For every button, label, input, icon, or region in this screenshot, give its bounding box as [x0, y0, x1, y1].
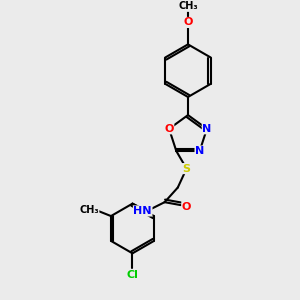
Text: CH₃: CH₃: [79, 205, 99, 215]
Text: CH₃: CH₃: [178, 2, 198, 11]
Text: O: O: [164, 124, 174, 134]
Text: N: N: [202, 124, 212, 134]
Text: O: O: [183, 17, 193, 28]
Text: HN: HN: [134, 206, 152, 216]
Text: O: O: [182, 202, 191, 212]
Text: Cl: Cl: [127, 270, 138, 280]
Text: N: N: [195, 146, 204, 156]
Text: S: S: [182, 164, 190, 174]
